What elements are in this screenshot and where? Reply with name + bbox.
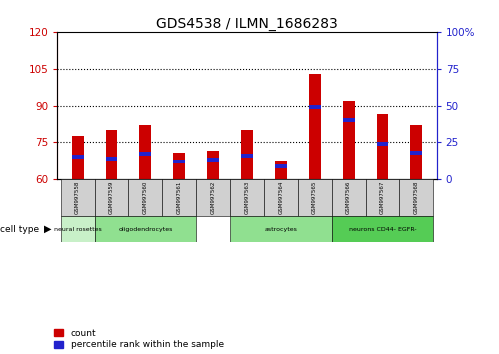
Bar [140, 125, 151, 179]
Text: GSM997561: GSM997561 [177, 181, 182, 214]
Text: GSM997558: GSM997558 [75, 181, 80, 214]
Bar [365, 179, 399, 216]
Bar [72, 155, 84, 159]
Bar [410, 151, 422, 155]
Bar [207, 151, 219, 179]
Bar [309, 74, 321, 179]
Bar [343, 101, 354, 179]
Bar [399, 179, 433, 216]
Text: cell type: cell type [0, 225, 39, 234]
Bar [309, 105, 321, 109]
Bar [410, 125, 422, 179]
Bar [264, 179, 298, 216]
Text: ▶: ▶ [44, 224, 51, 234]
Bar [230, 216, 332, 242]
Bar [61, 216, 95, 242]
Bar [377, 142, 388, 146]
Text: neurons CD44- EGFR-: neurons CD44- EGFR- [349, 227, 416, 232]
Bar [377, 114, 388, 179]
Text: neural rosettes: neural rosettes [54, 227, 102, 232]
Bar [343, 119, 354, 122]
Text: GSM997564: GSM997564 [278, 181, 283, 214]
Text: GSM997566: GSM997566 [346, 181, 351, 214]
Bar [275, 164, 287, 168]
Bar [162, 179, 196, 216]
Text: GSM997567: GSM997567 [380, 181, 385, 214]
Bar [207, 158, 219, 162]
Text: astrocytes: astrocytes [264, 227, 297, 232]
Text: GSM997559: GSM997559 [109, 181, 114, 214]
Bar [230, 179, 264, 216]
Bar [106, 130, 117, 179]
Bar [241, 130, 253, 179]
Bar [196, 179, 230, 216]
Bar [106, 157, 117, 160]
Bar [95, 216, 196, 242]
Text: GSM997562: GSM997562 [211, 181, 216, 214]
Bar [298, 179, 332, 216]
Bar [95, 179, 129, 216]
Legend: count, percentile rank within the sample: count, percentile rank within the sample [54, 329, 224, 349]
Bar [140, 152, 151, 156]
Bar [72, 136, 84, 179]
Bar [332, 216, 433, 242]
Text: GSM997568: GSM997568 [414, 181, 419, 214]
Title: GDS4538 / ILMN_1686283: GDS4538 / ILMN_1686283 [156, 17, 338, 31]
Text: GSM997563: GSM997563 [245, 181, 250, 214]
Bar [129, 179, 162, 216]
Bar [173, 154, 185, 179]
Bar [173, 160, 185, 164]
Text: GSM997565: GSM997565 [312, 181, 317, 214]
Bar [332, 179, 365, 216]
Bar [61, 179, 95, 216]
Bar [275, 161, 287, 179]
Bar [241, 154, 253, 158]
Text: GSM997560: GSM997560 [143, 181, 148, 214]
Text: oligodendrocytes: oligodendrocytes [118, 227, 173, 232]
